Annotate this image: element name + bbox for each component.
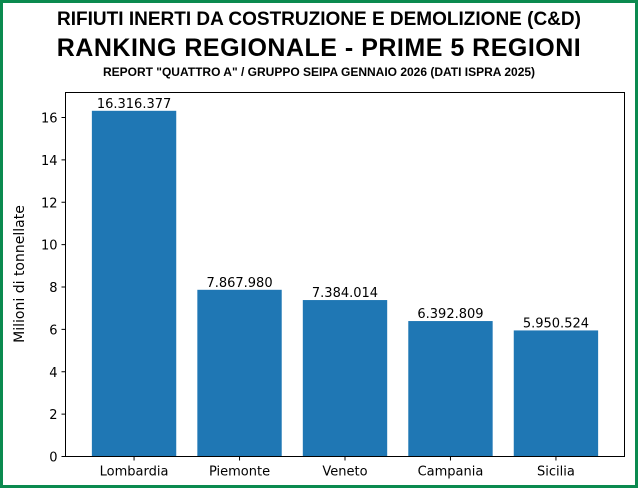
data-label: 6.392.809 (417, 307, 483, 322)
bar-campania (408, 321, 493, 457)
data-label: 7.867.980 (206, 276, 272, 291)
y-tick-label: 8 (49, 281, 57, 296)
x-tick-label: Lombardia (100, 465, 169, 480)
x-tick-label: Piemonte (209, 465, 270, 480)
bar-piemonte (197, 289, 282, 457)
y-tick-label: 6 (49, 323, 57, 338)
y-tick-label: 0 (49, 451, 57, 466)
data-label: 7.384.014 (312, 286, 378, 301)
chart-source: REPORT "QUATTRO A" / GRUPPO SEIPA GENNAI… (102, 65, 536, 79)
data-label: 16.316.377 (97, 97, 171, 112)
chart-subtitle: RANKING REGIONALE - PRIME 5 REGIONI (56, 34, 582, 62)
y-tick-label: 16 (41, 112, 58, 127)
x-tick-label: Veneto (322, 465, 367, 480)
data-label: 5.950.524 (523, 316, 589, 331)
x-tick-label: Sicilia (537, 465, 575, 480)
bar-sicilia (513, 330, 599, 457)
bar-lombardia (91, 110, 177, 457)
y-axis-label: Milioni di tonnellate (12, 205, 28, 343)
y-tick-label: 14 (41, 154, 58, 169)
x-tick-label: Campania (418, 465, 484, 480)
chart-title: RIFIUTI INERTI DA COSTRUZIONE E DEMOLIZI… (57, 9, 581, 30)
y-tick-label: 2 (49, 408, 57, 423)
y-tick-label: 10 (41, 239, 58, 254)
plot-frame (65, 92, 625, 457)
y-tick-label: 4 (49, 366, 57, 381)
bar-veneto (302, 300, 388, 457)
y-tick-label: 12 (41, 196, 58, 211)
